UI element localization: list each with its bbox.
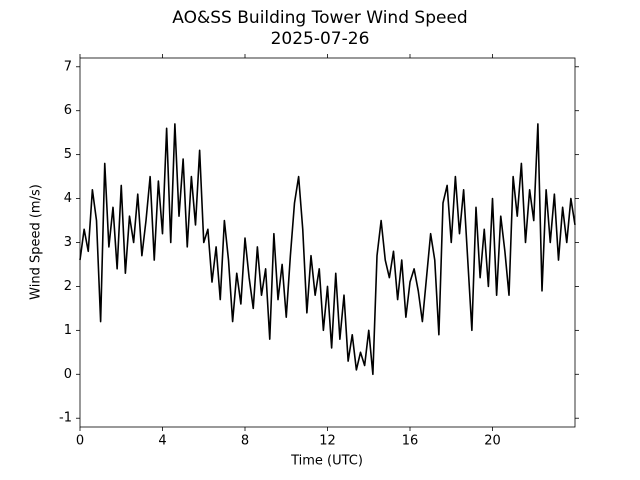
y-tick-label: 5	[64, 147, 72, 162]
data-line	[79, 123, 576, 376]
chart-subtitle: 2025-07-26	[271, 29, 370, 49]
plot-frame	[79, 57, 576, 428]
x-tick-label: 0	[76, 434, 84, 449]
x-axis-label: Time (UTC)	[290, 454, 363, 469]
x-tick-label: 16	[402, 434, 419, 449]
x-tick-label: 12	[319, 434, 336, 449]
y-axis-label: Wind Speed (m/s)	[29, 184, 44, 300]
x-tick-label: 20	[484, 434, 501, 449]
y-tick-label: 4	[64, 191, 72, 206]
y-tick-label: 2	[64, 279, 72, 294]
chart-title: AO&SS Building Tower Wind Speed	[172, 8, 467, 28]
y-tick-label: 0	[64, 367, 72, 382]
y-tick-label: -1	[59, 411, 72, 426]
y-tick-label: 3	[64, 235, 72, 250]
y-tick-label: 6	[64, 103, 72, 118]
y-tick-label: 7	[64, 59, 72, 74]
y-tick-label: 1	[64, 323, 72, 338]
x-tick-label: 8	[241, 434, 249, 449]
x-tick-label: 4	[158, 434, 166, 449]
